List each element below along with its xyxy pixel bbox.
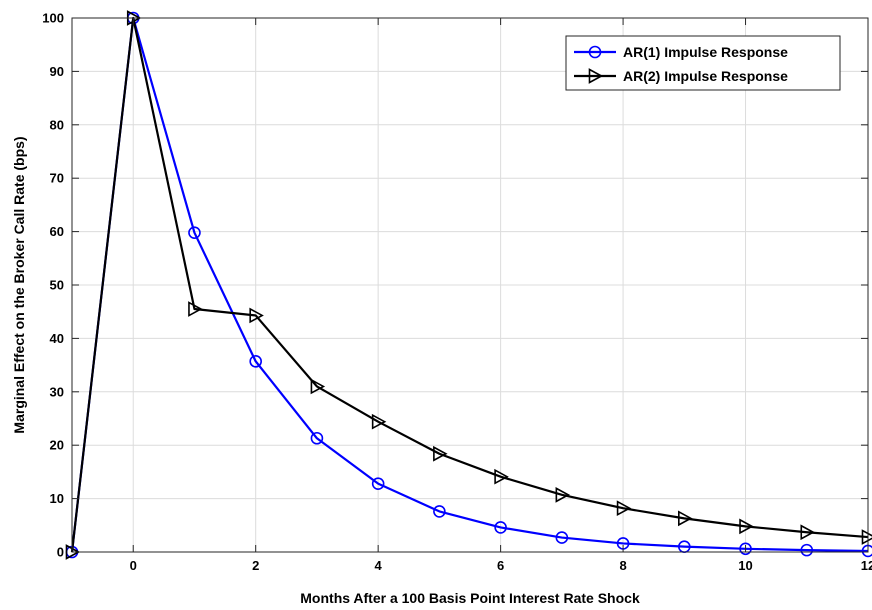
legend-box [565, 35, 841, 91]
y-tick-label: 30 [50, 384, 64, 399]
y-axis-label: Marginal Effect on the Broker Call Rate … [11, 136, 27, 433]
series-1-point [371, 477, 385, 490]
series-1-line [70, 16, 869, 553]
y-tick-label: 60 [50, 224, 64, 239]
series-2-point [494, 468, 509, 485]
series-2-point [800, 524, 815, 541]
series-1-point [555, 531, 569, 544]
series-2 [65, 10, 872, 560]
series-2-point [678, 510, 693, 527]
y-tick-label: 100 [42, 11, 64, 26]
legend-label-2: AR(2) Impulse Response [623, 68, 788, 84]
series-2-point [739, 518, 754, 535]
series-1-point [188, 226, 201, 239]
x-tick-label: 2 [252, 558, 259, 573]
legend-marker-2 [588, 68, 604, 84]
x-tick-label: 8 [619, 558, 626, 573]
series-2-point [616, 500, 632, 517]
series-1-point [310, 431, 324, 445]
x-tick-label: 12 [861, 558, 872, 573]
y-tick-label: 0 [57, 545, 64, 560]
y-tick-label: 90 [50, 64, 64, 79]
y-tick-label: 40 [50, 331, 64, 346]
x-tick-label: 4 [375, 558, 383, 573]
series-1-point [494, 521, 507, 534]
series-1-point [800, 543, 814, 557]
series-2-point [188, 301, 203, 317]
y-tick-label: 10 [50, 491, 64, 506]
x-axis-label: Months After a 100 Basis Point Interest … [300, 590, 640, 606]
tick-layer: 0 2 4 6 8 10 12 0 10 20 30 40 50 60 70 80 90 100 [42, 11, 872, 574]
x-tick-label: 10 [738, 558, 752, 573]
series-2-point [371, 413, 387, 430]
series-2-point [249, 307, 264, 324]
y-tick-label: 80 [50, 117, 64, 132]
series-2-point [433, 445, 448, 462]
y-tick-label: 70 [50, 171, 64, 186]
series-2-point [555, 487, 571, 503]
legend: AR(1) Impulse Response AR(2) Impulse Resp… [565, 35, 841, 91]
x-tick-label: 0 [130, 558, 137, 573]
y-tick-label: 20 [50, 438, 64, 453]
series-2-point [310, 378, 326, 395]
legend-label-1: AR(1) Impulse Response [623, 44, 788, 60]
y-tick-label: 50 [50, 278, 64, 293]
series-1-point [249, 355, 262, 368]
series-1-point [739, 542, 752, 556]
legend-marker-1 [588, 45, 602, 59]
series-2-line [70, 16, 869, 553]
series-1-point [433, 505, 446, 518]
x-tick-label: 6 [497, 558, 504, 573]
